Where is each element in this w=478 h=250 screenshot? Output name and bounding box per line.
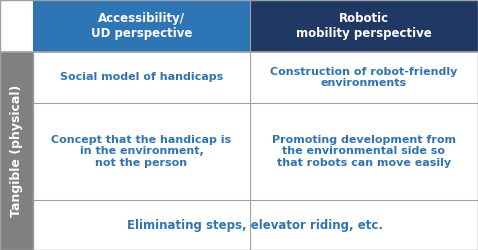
- Bar: [33, 52, 478, 103]
- Text: Robotic
mobility perspective: Robotic mobility perspective: [296, 12, 432, 40]
- Bar: [0, 0, 33, 52]
- Text: Tangible (physical): Tangible (physical): [10, 85, 23, 217]
- Text: Concept that the handicap is
in the environment,
not the person: Concept that the handicap is in the envi…: [52, 135, 231, 168]
- Bar: [33, 103, 478, 200]
- Bar: [0, 52, 33, 250]
- Bar: [33, 0, 250, 52]
- Bar: [250, 0, 478, 52]
- Text: Eliminating steps, elevator riding, etc.: Eliminating steps, elevator riding, etc.: [128, 218, 383, 232]
- Text: Promoting development from
the environmental side so
that robots can move easily: Promoting development from the environme…: [272, 135, 456, 168]
- Text: Accessibility/
UD perspective: Accessibility/ UD perspective: [91, 12, 192, 40]
- Bar: [33, 200, 478, 250]
- Text: Construction of robot-friendly
environments: Construction of robot-friendly environme…: [271, 67, 458, 88]
- Text: Social model of handicaps: Social model of handicaps: [60, 72, 223, 83]
